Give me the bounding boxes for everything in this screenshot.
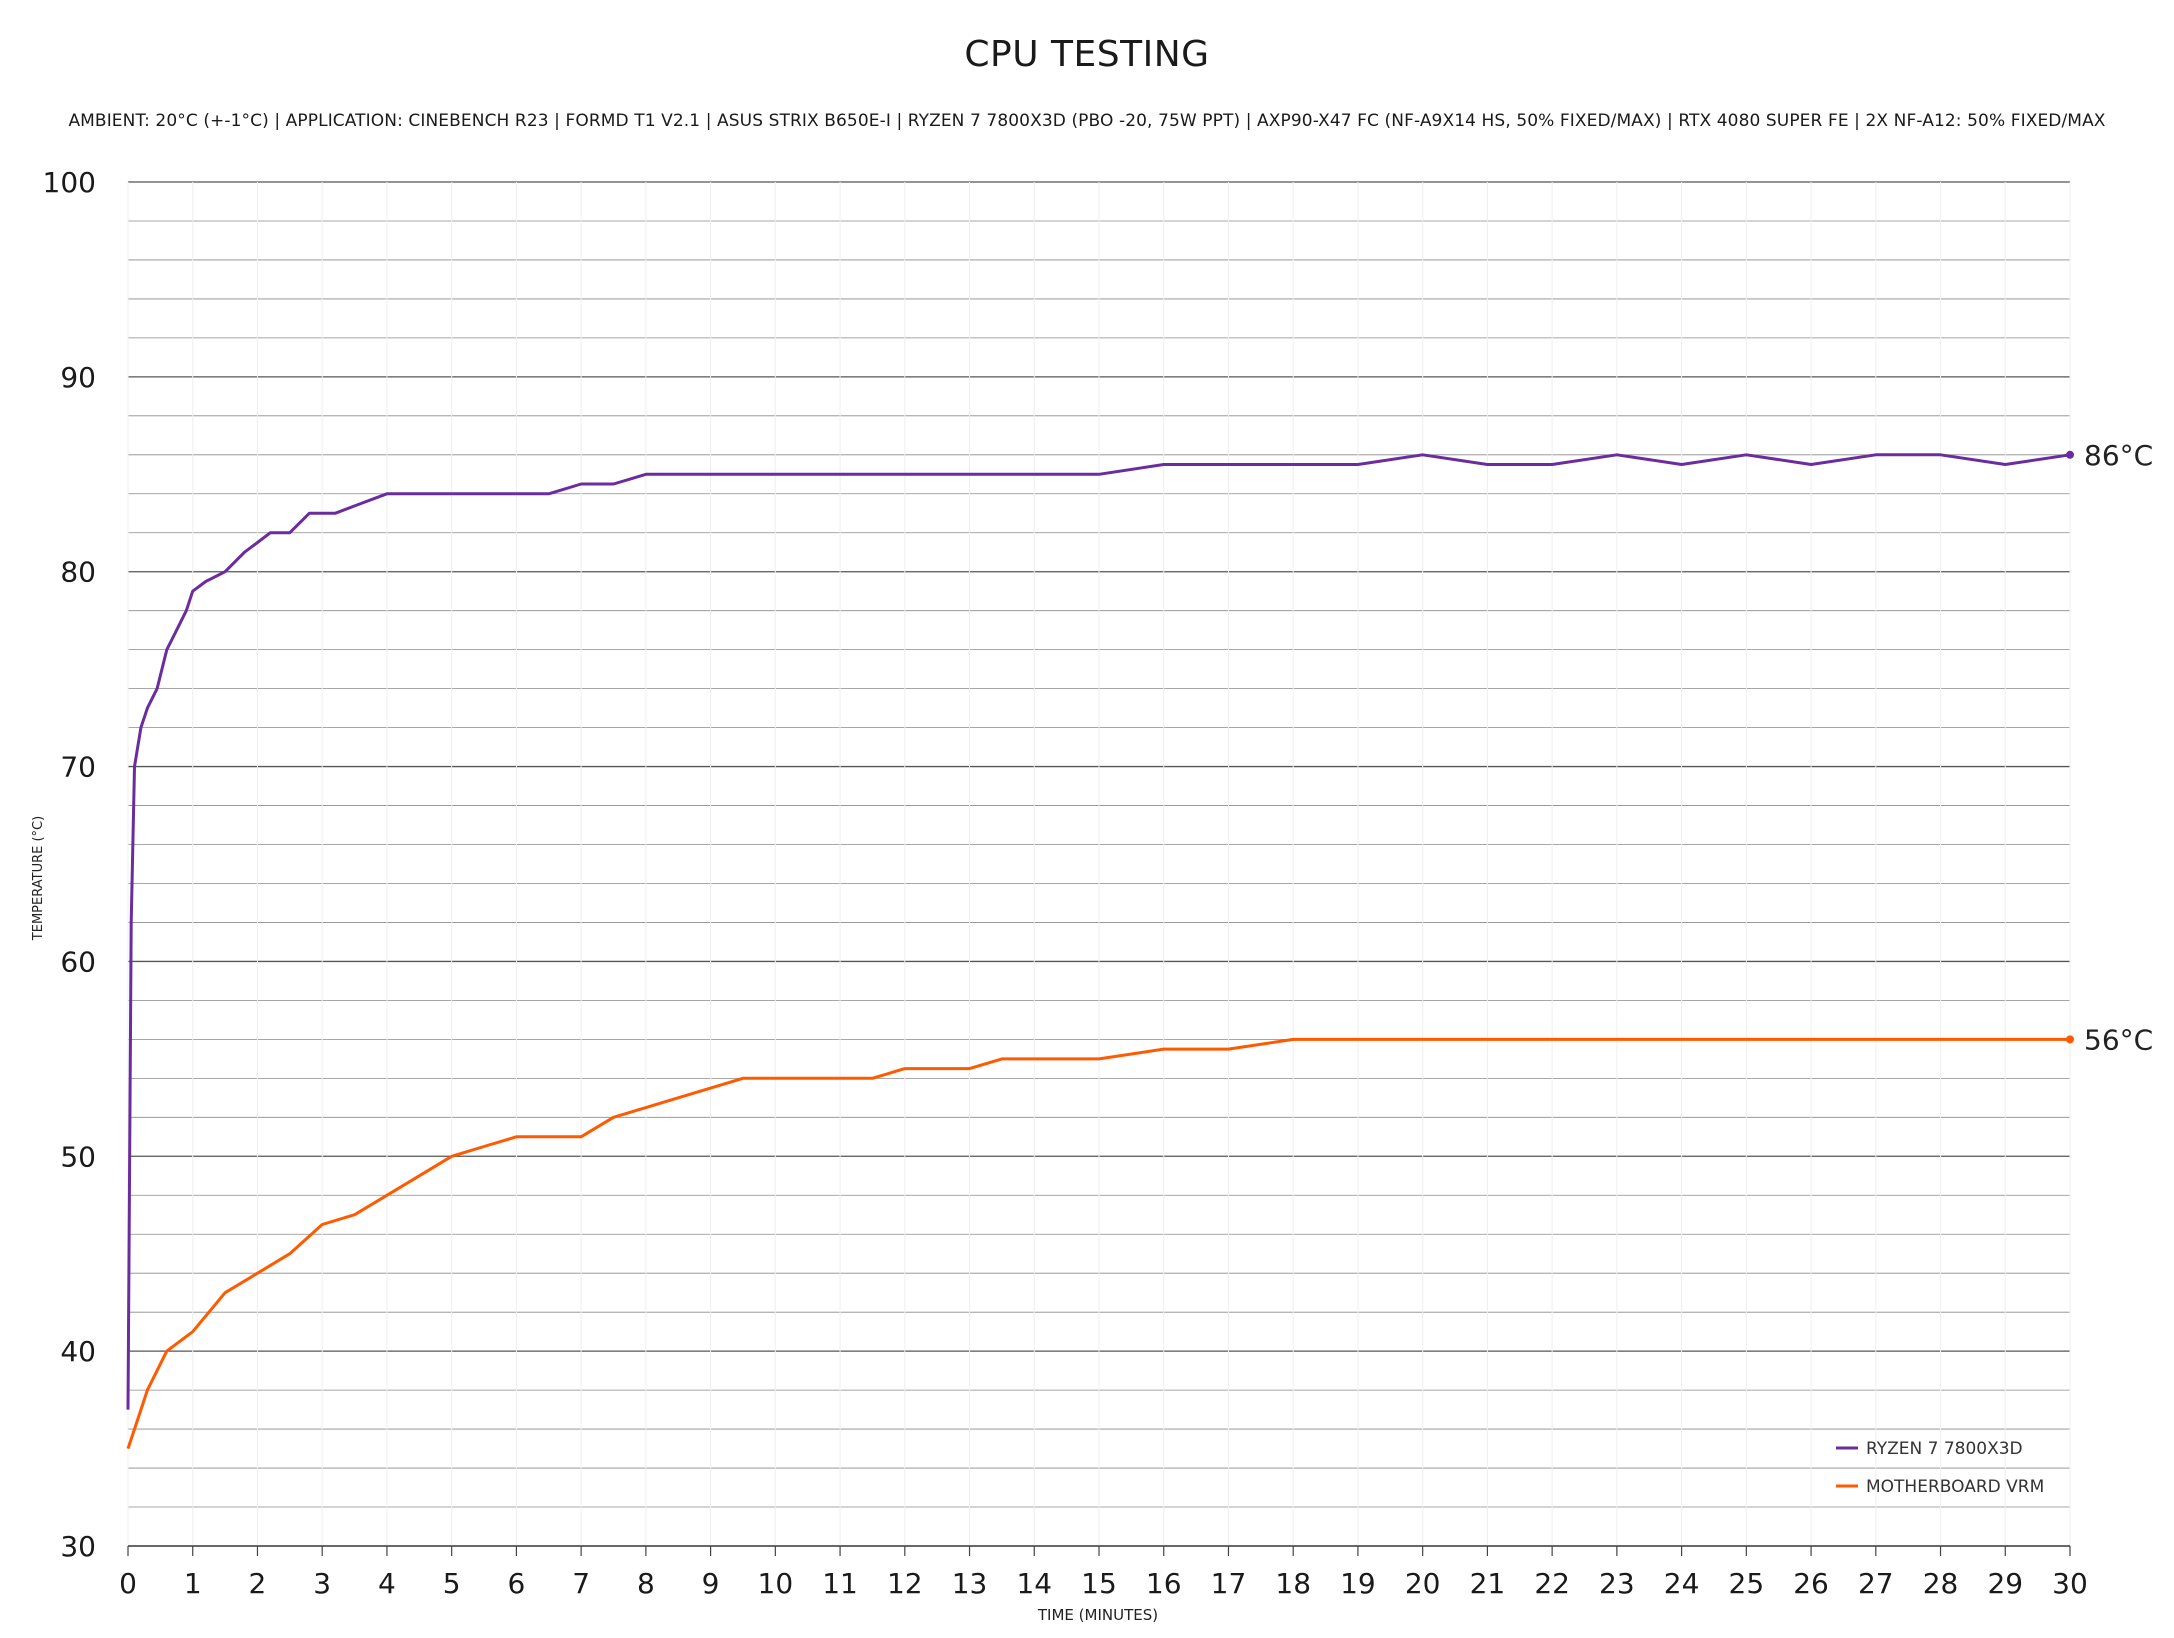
y-tick-label: 90 — [60, 361, 96, 394]
y-tick-label: 50 — [60, 1140, 96, 1173]
series-line-0 — [126, 453, 2071, 1410]
series-end-point-1 — [2066, 1035, 2074, 1044]
x-tick-label: 5 — [443, 1567, 461, 1600]
legend-label-vrm: MOTHERBOARD VRM — [1866, 1477, 2044, 1497]
legend: RYZEN 7 7800X3D MOTHERBOARD VRM — [1836, 1439, 2044, 1497]
x-axis-label: TIME (MINUTES) — [1037, 1606, 1158, 1624]
grid-lines — [127, 181, 2071, 1547]
x-tick-label: 10 — [758, 1567, 794, 1600]
x-tick-label: 24 — [1664, 1567, 1700, 1600]
x-tick-label: 12 — [887, 1567, 923, 1600]
x-tick-label: 28 — [1923, 1567, 1959, 1600]
y-tick-label: 80 — [60, 556, 96, 589]
x-tick-label: 6 — [507, 1567, 525, 1600]
x-tick-label: 22 — [1534, 1567, 1570, 1600]
series-end-label-0: 86°C — [2084, 439, 2153, 472]
x-tick-label: 26 — [1793, 1567, 1829, 1600]
y-axis-label: TEMPERATURE (°C) — [31, 816, 46, 941]
x-tick-label: 8 — [637, 1567, 655, 1600]
series-end-label-1: 56°C — [2084, 1023, 2153, 1056]
legend-item-ryzen: RYZEN 7 7800X3D — [1836, 1439, 2023, 1459]
legend-item-vrm: MOTHERBOARD VRM — [1836, 1477, 2044, 1497]
x-tick-label: 11 — [822, 1567, 858, 1600]
y-tick-label: 100 — [43, 166, 96, 199]
y-tick-label: 70 — [60, 751, 96, 784]
x-tick-label: 13 — [952, 1567, 988, 1600]
x-tick-label: 0 — [119, 1567, 137, 1600]
x-tick-label: 3 — [313, 1567, 331, 1600]
y-tick-label: 60 — [60, 945, 96, 978]
x-tick-label: 25 — [1729, 1567, 1765, 1600]
x-tick-label: 30 — [2052, 1567, 2088, 1600]
x-tick-label: 17 — [1211, 1567, 1247, 1600]
x-tick-label: 7 — [572, 1567, 590, 1600]
x-tick-label: 18 — [1275, 1567, 1311, 1600]
y-tick-label: 30 — [60, 1530, 96, 1563]
chart-title: CPU TESTING — [964, 34, 1210, 75]
series-line-1 — [126, 1037, 2070, 1450]
x-tick-label: 21 — [1470, 1567, 1506, 1600]
x-tick-label: 2 — [249, 1567, 267, 1600]
legend-label-ryzen: RYZEN 7 7800X3D — [1866, 1439, 2023, 1459]
x-tick-label: 23 — [1599, 1567, 1635, 1600]
x-tick-label: 4 — [378, 1567, 396, 1600]
x-tick-label: 19 — [1340, 1567, 1376, 1600]
x-tick-label: 15 — [1081, 1567, 1117, 1600]
x-tick-label: 14 — [1016, 1567, 1052, 1600]
x-tick-label: 9 — [702, 1567, 720, 1600]
x-tick-label: 27 — [1858, 1567, 1894, 1600]
series-end-point-0 — [2066, 450, 2074, 459]
chart-subtitle: AMBIENT: 20°C (+-1°C) | APPLICATION: CIN… — [68, 111, 2106, 131]
x-tick-label: 29 — [1987, 1567, 2023, 1600]
y-tick-label: 40 — [60, 1335, 96, 1368]
series-layer: 86°C 56°C — [126, 439, 2153, 1450]
x-tick-label: 1 — [184, 1567, 202, 1600]
x-tick-label: 20 — [1405, 1567, 1441, 1600]
x-tick-label: 16 — [1146, 1567, 1182, 1600]
